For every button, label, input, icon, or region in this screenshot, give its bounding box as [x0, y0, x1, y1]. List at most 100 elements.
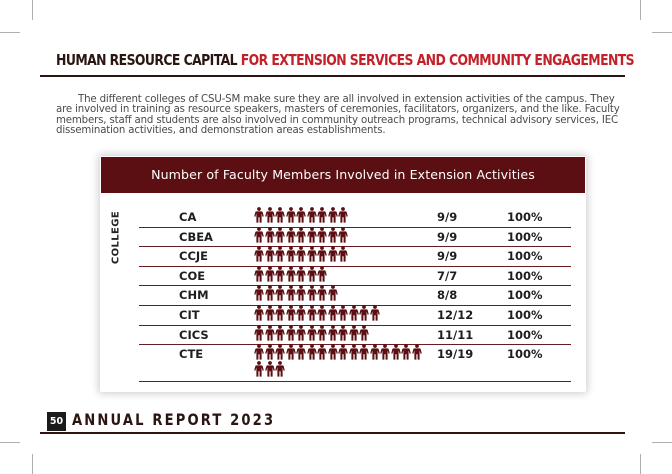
person-icon: [275, 361, 285, 377]
person-icon: [327, 324, 338, 341]
person-icon: [275, 344, 285, 360]
person-icon: [338, 305, 348, 321]
person-icon: [327, 246, 338, 262]
person-icon: [285, 246, 296, 262]
table-row: CIT 12/12 100%: [139, 305, 571, 326]
person-icon: [338, 246, 348, 262]
page-title: HUMAN RESOURCE CAPITAL FOR EXTENSION SER…: [56, 52, 635, 69]
person-icon: [296, 207, 306, 223]
person-icon: [275, 246, 285, 262]
faculty-icon-group: [254, 324, 424, 341]
person-icon: [359, 344, 369, 360]
table-row: CTE 19/19 100%: [139, 344, 571, 383]
person-icon: [317, 285, 327, 301]
person-icon: [296, 226, 306, 243]
crop-mark: [32, 0, 33, 20]
faculty-icon-group: [254, 265, 424, 282]
person-icon: [264, 324, 275, 341]
person-icon: [338, 344, 348, 360]
person-icon: [264, 226, 275, 243]
faculty-fraction: 9/9: [437, 229, 458, 244]
faculty-icon-group: [254, 207, 424, 223]
table-row: CA 9/9 100%: [139, 207, 571, 228]
person-icon: [359, 305, 369, 321]
faculty-fraction: 8/8: [437, 288, 458, 303]
faculty-percent: 100%: [507, 347, 543, 362]
person-icon: [254, 285, 264, 301]
table-row: CBEA 9/9 100%: [139, 226, 571, 248]
person-icon: [264, 265, 275, 282]
faculty-percent: 100%: [507, 268, 543, 283]
person-icon: [348, 305, 359, 321]
person-icon: [306, 324, 317, 341]
chart-title: Number of Faculty Members Involved in Ex…: [101, 157, 585, 193]
crop-mark: [640, 454, 641, 474]
person-icon: [275, 305, 285, 321]
person-icon: [285, 207, 296, 223]
college-name: CIT: [179, 308, 200, 322]
person-icon: [254, 305, 264, 321]
person-icon: [296, 305, 306, 321]
faculty-icon-group: [254, 344, 424, 377]
faculty-percent: 100%: [507, 327, 543, 342]
college-name: CICS: [179, 327, 209, 342]
person-icon: [338, 207, 348, 223]
person-icon: [317, 344, 327, 360]
faculty-fraction: 9/9: [437, 249, 458, 264]
report-title: ANNUAL REPORT 2023: [72, 410, 276, 429]
person-icon: [390, 344, 401, 360]
person-icon: [264, 305, 275, 321]
person-icon: [264, 285, 275, 301]
person-icon: [348, 324, 359, 341]
person-icon: [285, 265, 296, 282]
faculty-percent: 100%: [507, 210, 543, 224]
table-row: CICS 11/11 100%: [139, 324, 571, 346]
person-icon: [285, 285, 296, 301]
person-icon: [338, 226, 348, 243]
person-icon: [275, 207, 285, 223]
person-icon: [317, 324, 327, 341]
faculty-percent: 100%: [507, 308, 543, 322]
person-icon: [275, 324, 285, 341]
title-red-part: FOR EXTENSION SERVICES AND COMMUNITY ENG…: [240, 52, 635, 69]
person-icon: [306, 344, 317, 360]
person-icon: [369, 344, 380, 360]
person-icon: [327, 226, 338, 243]
person-icon: [296, 344, 306, 360]
person-icon: [285, 305, 296, 321]
person-icon: [264, 361, 275, 377]
person-icon: [401, 344, 411, 360]
person-icon: [306, 226, 317, 243]
crop-mark: [652, 442, 672, 443]
faculty-fraction: 7/7: [437, 268, 458, 283]
person-icon: [306, 207, 317, 223]
crop-mark: [0, 442, 20, 443]
college-name: COE: [179, 268, 206, 283]
person-icon: [317, 226, 327, 243]
person-icon: [296, 246, 306, 262]
college-name: CBEA: [179, 229, 213, 244]
person-icon: [275, 285, 285, 301]
person-icon: [264, 246, 275, 262]
footer-divider: [40, 432, 625, 434]
person-icon: [317, 246, 327, 262]
person-icon: [264, 207, 275, 223]
person-icon: [317, 265, 327, 282]
person-icon: [327, 344, 338, 360]
table-row: CCJE 9/9 100%: [139, 246, 571, 267]
faculty-icon-group: [254, 226, 424, 243]
crop-mark: [640, 0, 641, 20]
person-icon: [296, 265, 306, 282]
person-icon: [254, 265, 264, 282]
faculty-percent: 100%: [507, 249, 543, 264]
person-icon: [306, 285, 317, 301]
person-icon: [264, 344, 275, 360]
person-icon: [327, 207, 338, 223]
table-row: COE 7/7 100%: [139, 265, 571, 287]
person-icon: [359, 324, 369, 341]
person-icon: [296, 324, 306, 341]
college-axis-label: COLLEGE: [110, 210, 122, 265]
person-icon: [296, 285, 306, 301]
college-name: CHM: [179, 288, 209, 303]
faculty-fraction: 11/11: [437, 327, 474, 342]
